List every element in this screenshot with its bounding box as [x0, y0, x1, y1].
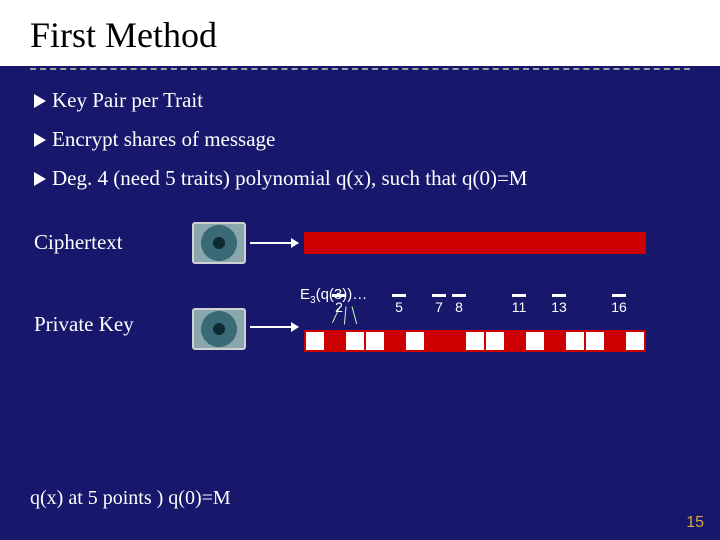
grid-cell [324, 232, 346, 254]
position-mark: 13 [549, 294, 569, 315]
bullet-arrow-icon [34, 94, 46, 108]
mark-label: 7 [429, 299, 449, 315]
mark-bar-icon [332, 294, 346, 297]
slide-title: First Method [0, 0, 720, 66]
grid-cell [504, 232, 526, 254]
grid-cell [444, 330, 466, 352]
position-mark: 5 [389, 294, 409, 315]
mark-label: 5 [389, 299, 409, 315]
grid-cell [604, 330, 626, 352]
bullet-text: Encrypt shares of message [52, 127, 275, 151]
grid-cell [404, 232, 426, 254]
ciphertext-row: Ciphertext [34, 222, 686, 264]
grid-cell [304, 330, 326, 352]
mark-label: 16 [609, 299, 629, 315]
grid-cell [304, 232, 326, 254]
grid-cell [464, 232, 486, 254]
mark-bar-icon [392, 294, 406, 297]
bullet-text: Deg. 4 (need 5 traits) polynomial q(x), … [52, 166, 527, 190]
position-marks: 2 5 78 11 13 16 [308, 294, 644, 330]
position-mark: 11 [509, 294, 529, 315]
ciphertext-label: Ciphertext [34, 230, 184, 255]
grid-cell [404, 330, 426, 352]
footer-text: q(x) at 5 points ) q(0)=M [30, 487, 231, 510]
bullet-item: Deg. 4 (need 5 traits) polynomial q(x), … [34, 166, 686, 191]
grid-cell [484, 330, 506, 352]
grid-cell [524, 232, 546, 254]
grid-cell [364, 330, 386, 352]
grid-cell [564, 232, 586, 254]
grid-cell [384, 232, 406, 254]
bullet-item: Key Pair per Trait [34, 88, 686, 113]
iris-icon [192, 222, 246, 264]
grid-cell [544, 330, 566, 352]
grid-cell [344, 330, 366, 352]
privatekey-label: Private Key [34, 294, 184, 337]
bullet-text: Key Pair per Trait [52, 88, 203, 112]
title-divider [30, 68, 690, 70]
grid-cell [584, 232, 606, 254]
grid-cell [624, 232, 646, 254]
mark-label: 8 [449, 299, 469, 315]
mark-label: 11 [509, 299, 529, 315]
grid-cell [324, 330, 346, 352]
grid-cell [344, 232, 366, 254]
grid-cell [564, 330, 586, 352]
mark-label: 2 [329, 299, 349, 315]
grid-cell [364, 232, 386, 254]
grid-cell [384, 330, 406, 352]
position-mark: 7 [429, 294, 449, 315]
bullet-list: Key Pair per Trait Encrypt shares of mes… [34, 88, 686, 192]
grid-cell [444, 232, 466, 254]
grid-cell [484, 232, 506, 254]
mark-bar-icon [512, 294, 526, 297]
grid-cell [524, 330, 546, 352]
mark-label: 13 [549, 299, 569, 315]
mark-bar-icon [452, 294, 466, 297]
bullet-arrow-icon [34, 172, 46, 186]
privatekey-row: Private Key 2 5 78 11 13 16 [34, 294, 686, 352]
mark-bar-icon [612, 294, 626, 297]
grid-cell [504, 330, 526, 352]
mark-bar-icon [552, 294, 566, 297]
position-mark: 2 [329, 294, 349, 315]
grid-cell [584, 330, 606, 352]
arrow-icon [250, 242, 298, 244]
grid-cell [624, 330, 646, 352]
arrow-icon [250, 326, 298, 328]
bullet-item: Encrypt shares of message [34, 127, 686, 152]
mark-bar-icon [432, 294, 446, 297]
iris-icon [192, 308, 246, 350]
grid-cell [604, 232, 626, 254]
privatekey-grid [304, 330, 644, 352]
bullet-arrow-icon [34, 133, 46, 147]
page-number: 15 [686, 514, 704, 532]
grid-cell [544, 232, 566, 254]
position-mark: 8 [449, 294, 469, 315]
grid-cell [464, 330, 486, 352]
ciphertext-grid [304, 232, 644, 254]
position-mark: 16 [609, 294, 629, 315]
grid-cell [424, 232, 446, 254]
grid-cell [424, 330, 446, 352]
